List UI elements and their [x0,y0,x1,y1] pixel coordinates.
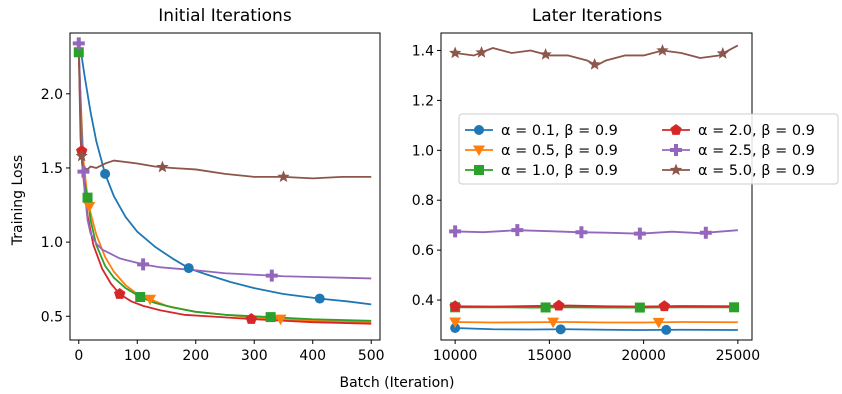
x-tick-label: 10000 [433,348,478,364]
x-tick-label: 100 [124,348,151,364]
series-marker [547,317,560,329]
series-markers [448,43,740,335]
legend: α = 0.1, β = 0.9 α = 0.5, β = 0.9 α = 1.0,… [458,113,839,185]
y-tick-label: 0.4 [412,293,434,309]
series-marker [265,269,278,282]
series-lines [77,43,372,325]
legend-marker [473,145,485,156]
series-marker [448,46,462,59]
x-tick-label: 25000 [716,348,761,364]
legend-label: α = 2.0, β = 0.9 [698,123,815,139]
series-marker [716,46,729,59]
legend-label: α = 5.0, β = 0.9 [698,163,815,179]
x-tick-label: 400 [299,348,326,364]
legend-label: α = 0.5, β = 0.9 [501,143,618,159]
series-marker [265,312,276,323]
series-lines [455,44,739,331]
y-tick-label: 1.0 [41,235,63,251]
series-marker [83,202,96,213]
series-line [455,327,738,331]
y-axis-label: Training Loss [10,155,26,246]
tick-group: 0 100 200 300 400 500 0.5 1.0 1.5 2.0 [41,87,385,364]
x-tick-label: 0 [74,348,83,364]
series-marker [555,324,566,335]
series-marker [100,168,111,179]
y-tick-label: 2.0 [41,87,63,103]
legend-marker [474,125,484,135]
legend-marker [474,165,484,175]
series-marker [156,160,169,173]
axes-frame [440,32,753,341]
series-markers [72,37,325,326]
legend-marker [670,144,682,156]
series-marker [144,294,157,306]
legend-label: α = 0.1, β = 0.9 [501,123,618,139]
panel-title: Later Iterations [532,6,663,26]
series-marker [729,302,740,313]
series-line [77,48,372,306]
legend-marker [669,163,683,176]
series-marker [274,314,287,326]
series-line [77,49,372,180]
legend-label: α = 1.0, β = 0.9 [501,163,618,179]
series-marker [658,300,671,312]
series-marker [77,165,90,178]
series-line [455,321,738,324]
series-marker [314,293,325,304]
panel-later-iterations: Later Iterations 10000 15000 20000 25000 0.4… [412,6,760,364]
tick-group: 10000 15000 20000 25000 0.4 0.6 0.8 1.0 1.2 1.4 [412,43,760,364]
series-marker [72,37,85,50]
series-marker [661,324,672,335]
series-marker [539,47,552,60]
series-marker [245,313,258,324]
series-marker [135,291,146,302]
legend-marker [670,124,682,135]
series-marker [634,302,645,313]
y-tick-label: 1.2 [412,93,434,109]
x-tick-label: 20000 [621,348,666,364]
legend-label: α = 2.5, β = 0.9 [698,143,815,159]
series-line [77,52,372,324]
panel-title: Initial Iterations [158,6,292,26]
y-tick-label: 1.4 [412,43,434,59]
series-marker [588,57,601,70]
series-marker [633,227,646,240]
series-line [455,304,738,308]
series-marker [475,45,488,58]
y-tick-label: 0.5 [41,309,63,325]
series-marker [277,170,290,183]
series-marker [699,226,712,239]
x-tick-label: 15000 [527,348,572,364]
y-tick-label: 0.8 [412,193,434,209]
x-tick-label: 300 [241,348,268,364]
series-marker [183,263,194,274]
series-line [455,229,738,235]
series-marker [652,317,665,329]
series-marker [511,224,524,237]
axes-frame [69,32,381,341]
series-marker [75,149,88,162]
x-tick-label: 500 [358,348,385,364]
legend-box [458,113,839,185]
series-marker [553,299,565,311]
series-marker [540,302,551,313]
series-marker [656,43,669,56]
series-marker [449,317,462,329]
series-marker [575,226,588,239]
y-tick-label: 1.0 [412,143,434,159]
x-axis-label: Batch (Iteration) [339,375,454,391]
panel-initial-iterations: Initial Iterations 0 100 200 300 400 500 0.5 1.… [41,6,385,364]
series-marker [137,258,150,271]
series-marker [449,225,462,238]
series-marker [449,300,461,312]
x-tick-label: 200 [182,348,209,364]
series-marker [114,288,126,299]
y-tick-label: 1.5 [41,161,63,177]
series-marker [82,192,93,203]
series-marker [73,47,84,58]
y-tick-label: 0.6 [412,243,434,259]
